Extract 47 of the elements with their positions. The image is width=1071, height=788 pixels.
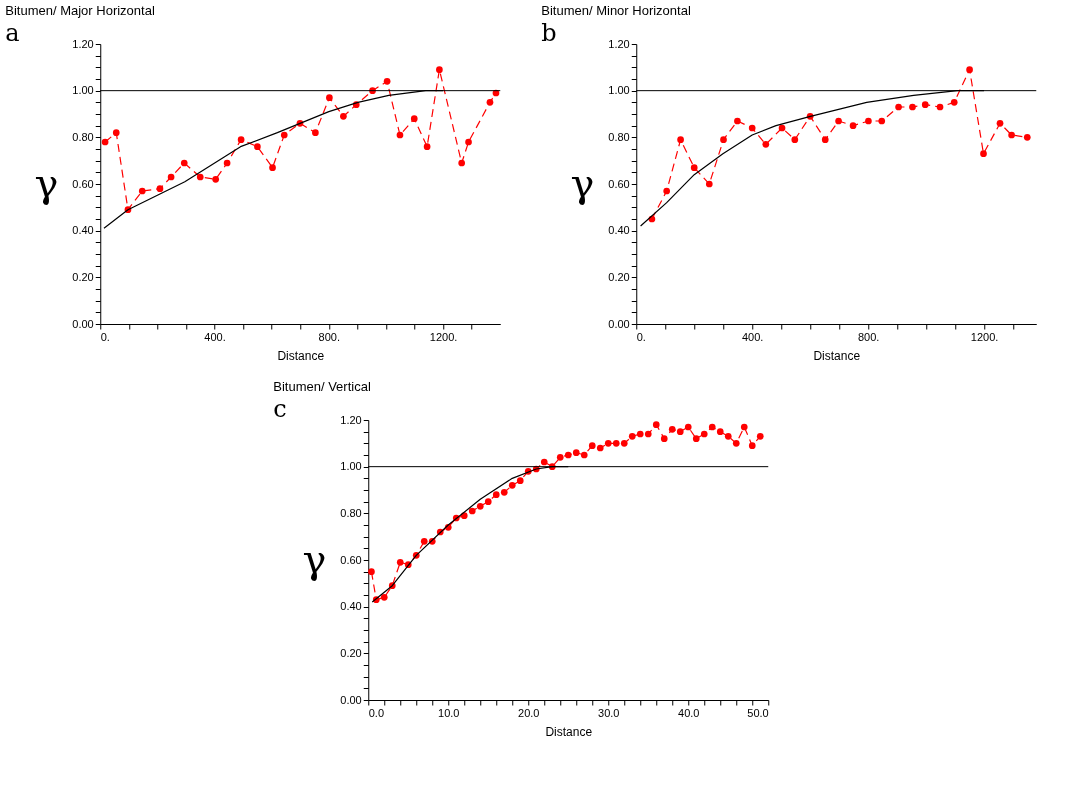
y-tick-label: 0.60 <box>340 553 362 566</box>
y-tick-label: 0.80 <box>340 506 362 519</box>
y-tick-label: 0.40 <box>340 600 362 613</box>
y-tick-label: 0.40 <box>608 224 630 237</box>
y-tick-label: 1.00 <box>608 84 630 97</box>
y-tick-label: 0.80 <box>608 130 630 143</box>
y-axis-title: γ <box>570 159 595 206</box>
y-tick-label: 1.20 <box>72 37 94 50</box>
x-tick-label: 0. <box>100 330 110 343</box>
x-tick-label: 50.0 <box>747 706 769 719</box>
x-tick-label: 800. <box>857 330 880 343</box>
x-tick-label: 0. <box>636 330 646 343</box>
y-tick-label: 1.00 <box>72 84 94 97</box>
y-tick-label: 0.60 <box>72 177 94 190</box>
text: c <box>273 395 287 423</box>
x-axis-title: Distance <box>545 724 593 739</box>
x-axis-title: Distance <box>813 348 861 363</box>
y-tick-label: 0.40 <box>72 224 94 237</box>
chart-title: Bitumen/ Minor Horizontal <box>541 3 691 18</box>
y-tick-label: 1.20 <box>608 37 630 50</box>
text: a <box>5 19 20 47</box>
text: b <box>541 19 557 47</box>
y-tick-label: 0.60 <box>608 177 630 190</box>
y-tick-label: 0.20 <box>608 270 630 283</box>
y-axis-title: γ <box>34 159 59 206</box>
y-tick-label: 0.20 <box>72 270 94 283</box>
y-tick-label: 0.20 <box>340 646 362 659</box>
y-tick-label: 1.00 <box>340 460 362 473</box>
x-tick-label: 40.0 <box>678 706 700 719</box>
x-tick-label: 0.0 <box>368 706 385 719</box>
y-tick-label: 0.00 <box>340 693 362 706</box>
y-axis-title: γ <box>302 535 327 582</box>
y-tick-label: 0.00 <box>608 317 630 330</box>
x-tick-label: 1200. <box>970 330 999 343</box>
x-tick-label: 10.0 <box>438 706 460 719</box>
x-tick-label: 400. <box>741 330 764 343</box>
y-tick-label: 1.20 <box>340 413 362 426</box>
y-tick-label: 0.80 <box>72 130 94 143</box>
chart-title: Bitumen/ Vertical <box>273 379 371 394</box>
x-tick-label: 30.0 <box>598 706 620 719</box>
y-tick-label: 0.00 <box>72 317 94 330</box>
x-tick-label: 400. <box>204 330 226 343</box>
x-axis-title: Distance <box>277 348 325 363</box>
x-tick-label: 1200. <box>429 330 458 343</box>
chart-title: Bitumen/ Major Horizontal <box>5 3 155 18</box>
x-tick-label: 800. <box>318 330 341 343</box>
x-tick-label: 20.0 <box>518 706 540 719</box>
